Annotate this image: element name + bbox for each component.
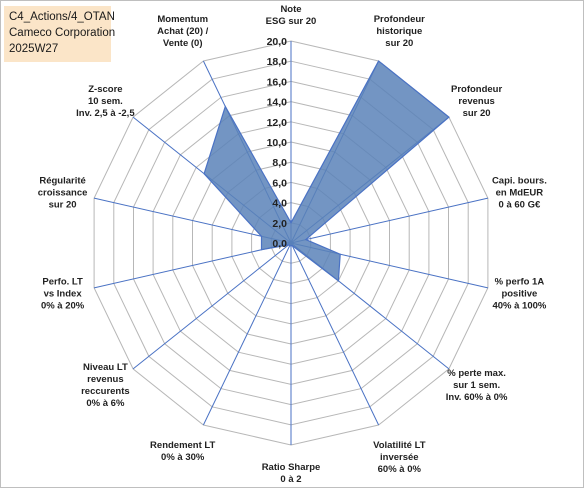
axis-label-line: Inv. 60% à 0% [446,392,508,403]
axis-label-line: inversée [380,452,419,463]
axis-label-line: Niveau LT [83,362,128,373]
axis-label-line: Vente (0) [163,38,203,49]
axis-label-line: 0% à 20% [41,301,85,312]
axis-label-line: Régularité [39,175,85,186]
axis-label-line: positive [501,289,537,300]
axis-label-line: Ratio Sharpe [262,462,321,473]
axis-label-line: en MdEUR [496,187,544,198]
title-line-2: Cameco Corporation [9,27,116,39]
axis-label-line: revenus [87,374,123,385]
axis-label: Ratio Sharpe 0 à 2 [262,462,321,485]
axis-label-line: sur 20 [385,38,413,49]
axis-label: % perte max. sur 1 sem. Inv. 60% à 0% [446,368,508,403]
axis-label: Capi. bours. en MdEUR 0 à 60 G€ [492,175,547,210]
axis-spoke [290,197,489,244]
axis-label-line: ESG sur 20 [266,16,317,27]
axis-spoke [202,242,292,426]
axis-label-line: revenus [458,96,494,107]
axis-spoke [93,197,292,244]
axis-label-line: Inv. 2,5 à -2,5 [76,108,135,119]
axis-label-line: 0 à 2 [280,474,301,485]
tick-label: 20,0 [267,36,288,48]
tick-label: 10,0 [267,137,288,149]
axis-label-line: Profondeur [374,14,425,25]
axis-label-line: 10 sem. [88,96,123,107]
axis-label-line: Perfo. LT [42,277,83,288]
axis-label-line: reccurents [81,386,130,397]
axis-label-line: sur 20 [49,199,77,210]
axis-label-line: % perfo 1A [495,277,545,288]
axis-label-line: Volatilité LT [373,440,426,451]
tick-label: 18,0 [267,56,288,68]
tick-label: 4,0 [272,198,287,210]
axis-label-line: Profondeur [451,84,502,95]
axis-label-line: Note [280,4,301,15]
axis-label: Rendement LT 0% à 30% [150,440,215,463]
axis-label-line: historique [376,26,422,37]
axis-spoke [93,242,292,289]
axis-label-line: Achat (20) / [157,26,209,37]
tick-label: 2,0 [272,218,287,230]
axis-label: Momentum Achat (20) / Vente (0) [157,14,209,49]
axis-label-line: Capi. bours. [492,175,547,186]
axis-label: Perfo. LT vs Index 0% à 20% [41,277,85,312]
tick-label: 14,0 [267,97,288,109]
axis-label: Note ESG sur 20 [266,4,317,27]
axis-label: Volatilité LT inversée 60% à 0% [373,440,426,475]
axis-label-line: Z-score [88,84,122,95]
axis-label-line: vs Index [44,289,83,300]
tick-label: 6,0 [272,177,287,189]
axis-label-line: 40% à 100% [492,301,546,312]
tick-label: 16,0 [267,76,288,88]
axis-label: Profondeur historique sur 20 [374,14,425,49]
axis-label: Profondeur revenus sur 20 [451,84,502,119]
axis-label-line: Momentum [157,14,208,25]
title-line-1: C4_Actions/4_OTAN [9,11,115,23]
axis-spoke [132,242,292,370]
axis-label-line: sur 20 [463,108,491,119]
title-line-3: 2025W27 [9,43,59,55]
chart-title-box: C4_Actions/4_OTAN Cameco Corporation 202… [4,6,116,62]
axis-label-line: 60% à 0% [378,464,422,475]
axis-label-line: % perte max. [447,368,506,379]
axis-label-line: sur 1 sem. [453,380,500,391]
axis-label-line: Rendement LT [150,440,215,451]
axis-label: % perfo 1A positive 40% à 100% [492,277,546,312]
axis-label-line: croissance [38,187,88,198]
axis-label-line: 0% à 6% [86,398,125,409]
axis-label: Z-score 10 sem. Inv. 2,5 à -2,5 [76,84,135,119]
axis-label: Niveau LT revenus reccurents 0% à 6% [81,362,130,409]
data-series-area [203,60,450,282]
axis-spoke [290,242,380,426]
axis-label: Régularité croissance sur 20 [38,175,88,210]
axis-label-line: 0% à 30% [161,452,205,463]
axis-label-line: 0 à 60 G€ [499,199,541,210]
tick-label: 0,0 [272,238,287,250]
tick-label: 8,0 [272,157,287,169]
tick-label: 12,0 [267,117,288,129]
